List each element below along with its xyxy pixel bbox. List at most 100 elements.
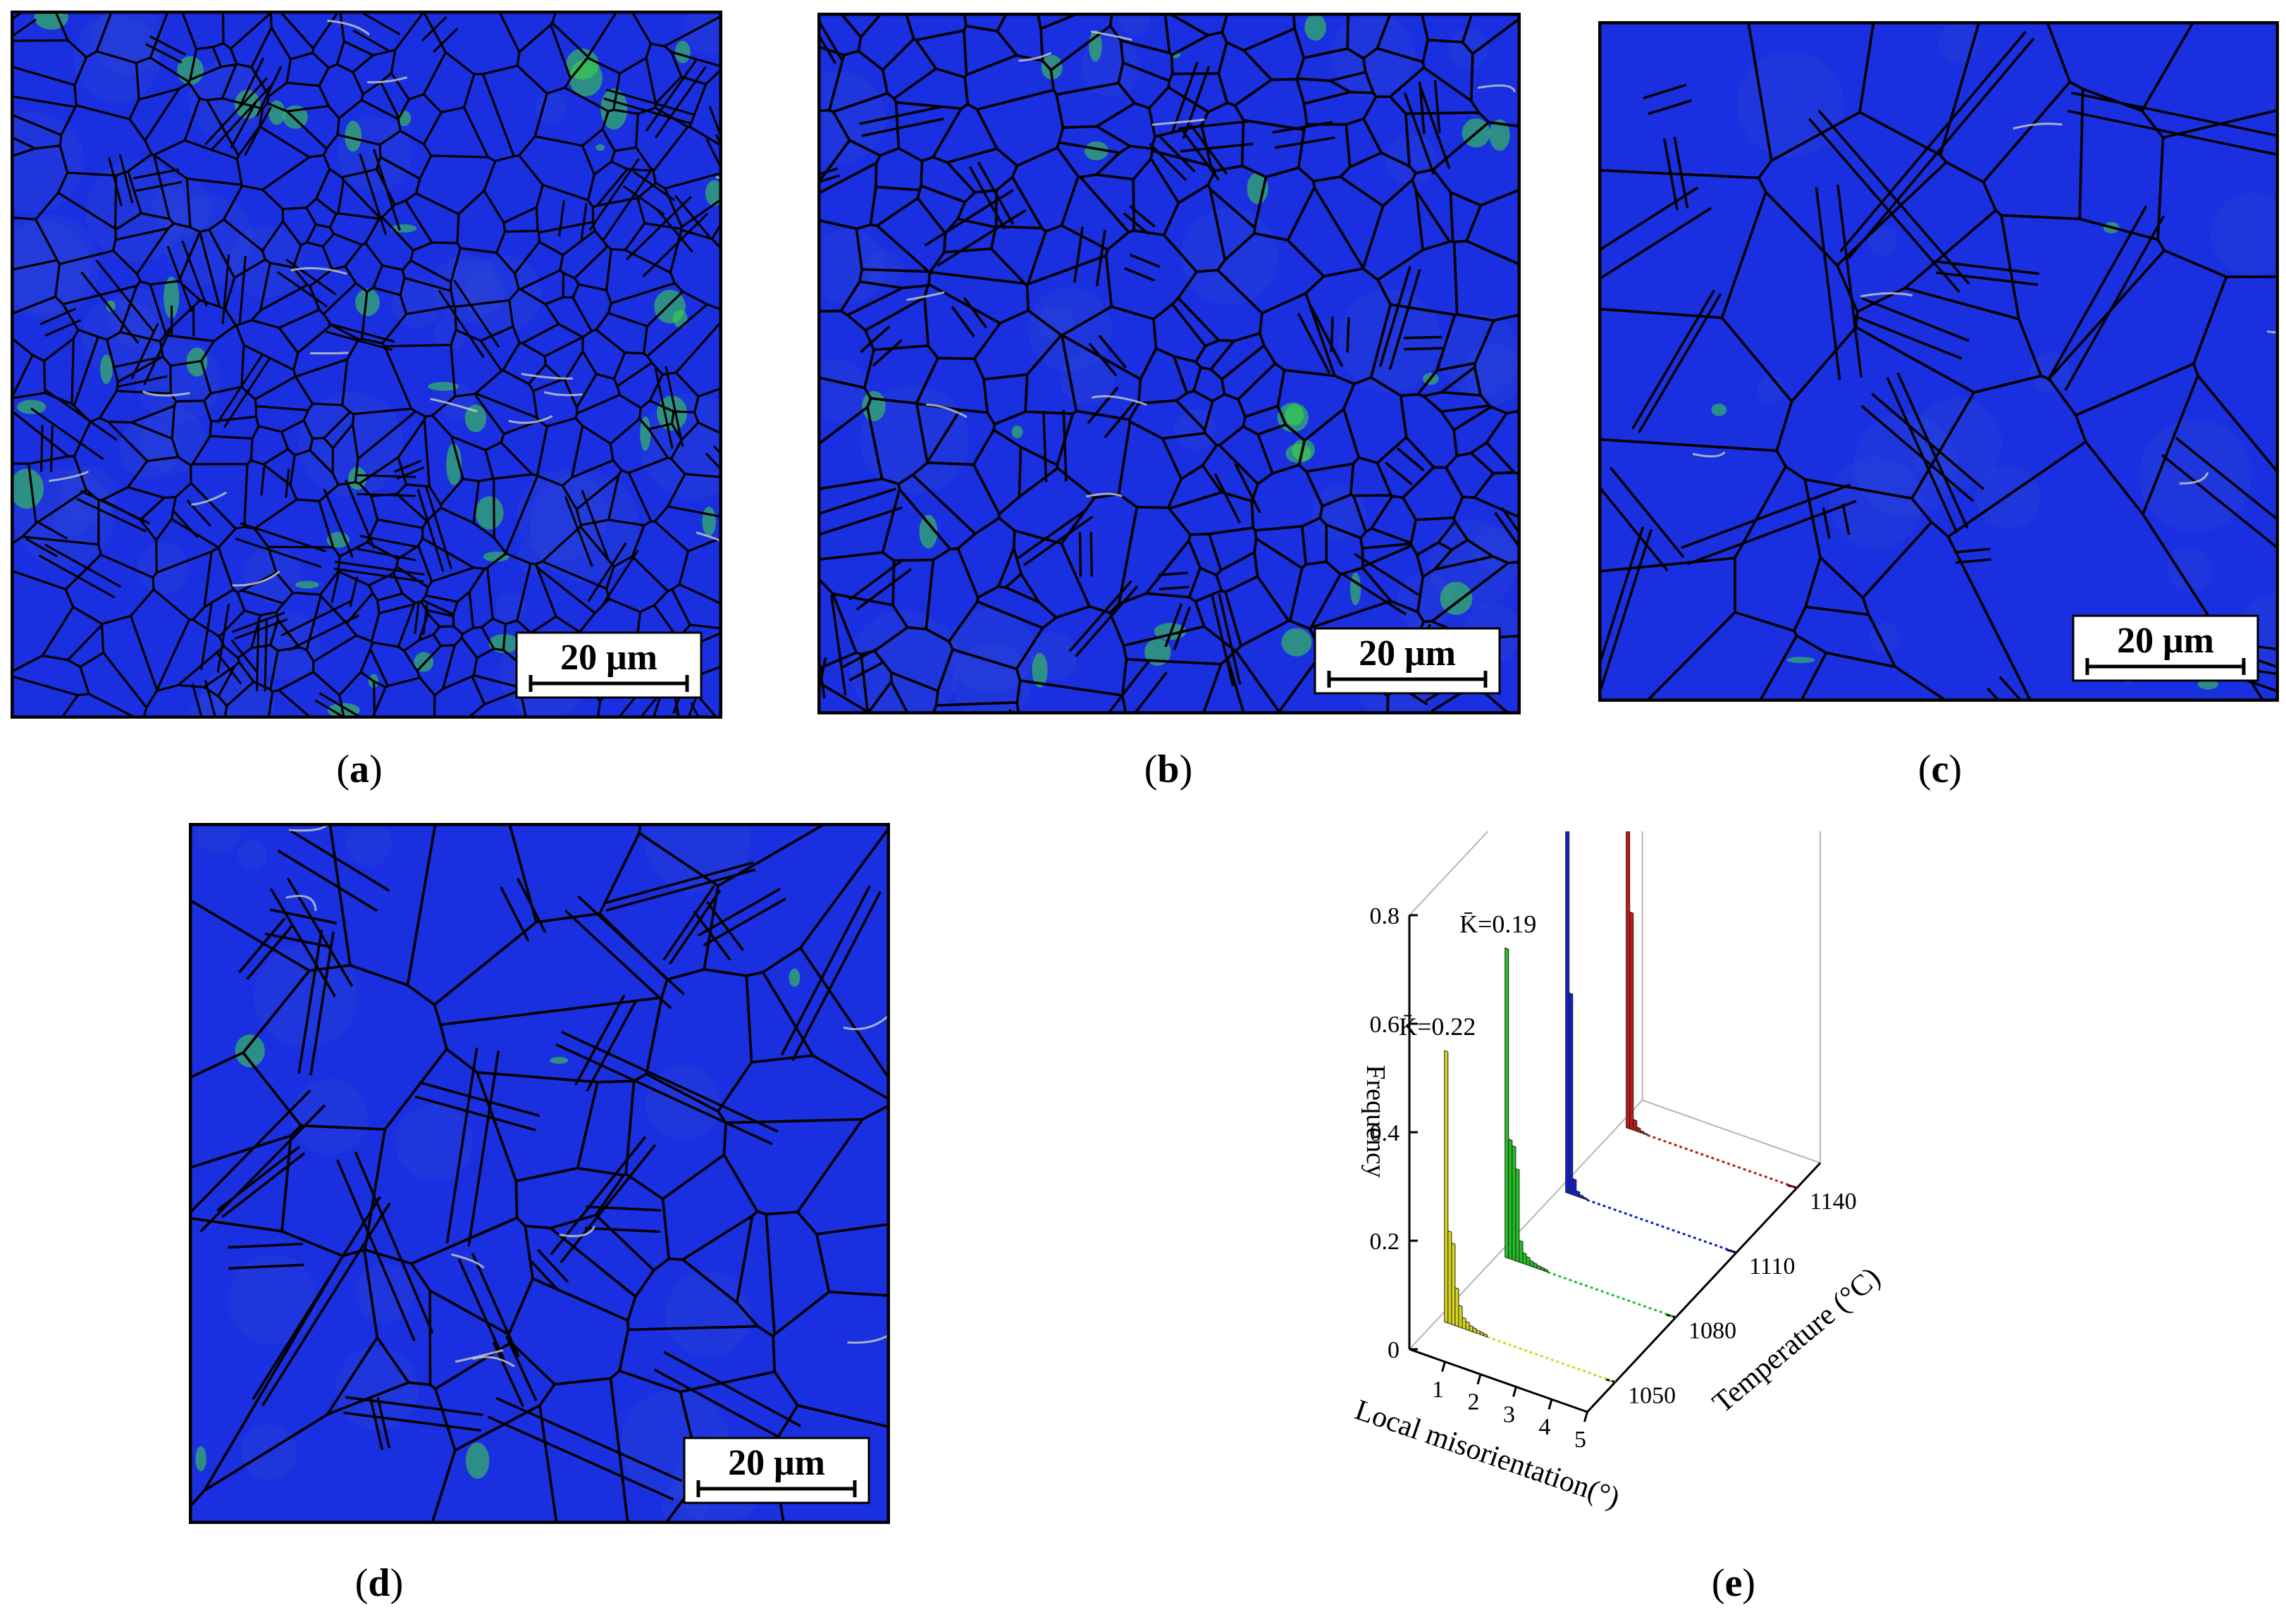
- grain: [832, 92, 901, 157]
- twin-boundary: [149, 35, 187, 56]
- twin-boundary: [690, 702, 701, 719]
- lagb-line: [142, 390, 190, 397]
- twin-boundary: [1598, 206, 1712, 281]
- grain: [1286, 186, 1365, 278]
- twin-boundary: [780, 885, 871, 1056]
- grain: [1598, 168, 1767, 319]
- grain: [159, 334, 216, 367]
- grain: [923, 283, 1002, 360]
- twin-boundary: [44, 319, 82, 337]
- grain: [866, 397, 929, 485]
- x-axis-title: Local misorientation(°): [1351, 1394, 1624, 1515]
- strain-spot: [1440, 581, 1473, 615]
- histogram-bar: [1451, 1242, 1456, 1327]
- twin-boundary: [1808, 118, 1960, 293]
- twin-boundary: [425, 486, 452, 569]
- strain-spot: [475, 496, 504, 530]
- twin-boundary: [240, 522, 327, 553]
- strain-spot: [1085, 141, 1108, 161]
- twin-boundary: [357, 473, 416, 478]
- twin-boundary: [1181, 130, 1220, 181]
- lagb-line: [191, 491, 228, 506]
- grain-shade: [81, 298, 160, 378]
- grain: [406, 823, 538, 1006]
- grain-shade: [118, 418, 180, 479]
- twin-boundary: [1190, 123, 1228, 175]
- strain-spot: [100, 354, 113, 385]
- grain: [203, 385, 257, 423]
- strain-spot: [464, 404, 487, 433]
- lagb-line: [847, 1333, 890, 1344]
- twin-boundary: [1129, 204, 1156, 228]
- twin-boundary: [2064, 215, 2165, 391]
- histogram-bar: [1465, 1320, 1470, 1332]
- series-tail: [1586, 1198, 1737, 1254]
- strain-spot: [1281, 628, 1312, 657]
- strain-spot: [550, 1057, 569, 1064]
- series-1050: [1444, 1050, 1616, 1384]
- twin-boundary: [674, 194, 711, 238]
- grain: [638, 399, 675, 430]
- grain-shade: [291, 1079, 369, 1155]
- strain-spot: [705, 180, 722, 206]
- caption-a: (a): [336, 748, 383, 791]
- strain-spot: [1011, 426, 1023, 438]
- twin-boundary: [264, 932, 333, 949]
- twin-boundary: [924, 189, 1014, 247]
- grain-shade: [194, 823, 241, 854]
- twin-boundary: [396, 466, 425, 480]
- grain-shade: [665, 1271, 751, 1358]
- histogram-bar: [1633, 1118, 1638, 1132]
- twin-boundary: [25, 538, 58, 557]
- grain: [550, 21, 589, 80]
- twin-boundary: [343, 1411, 481, 1432]
- twin-boundary: [1272, 120, 1333, 134]
- twin-boundary: [376, 1397, 391, 1449]
- twin-boundary: [1860, 404, 1975, 502]
- grain: [425, 609, 455, 628]
- grain-shade: [817, 228, 886, 304]
- twin-boundary: [44, 388, 118, 441]
- lagb-line: [430, 397, 478, 413]
- twin-boundary: [2071, 91, 2279, 137]
- twin-boundary: [1132, 671, 1168, 714]
- lagb-line: [1092, 395, 1147, 406]
- strain-spot: [595, 144, 605, 151]
- y-tick-label: 0.8: [1370, 903, 1400, 929]
- twin-boundary: [1839, 30, 2027, 253]
- grain: [401, 259, 452, 292]
- twin-boundary: [1218, 593, 1242, 685]
- twin-boundary: [1310, 306, 1344, 367]
- histogram-bar: [1572, 1178, 1577, 1197]
- scale-bar-box: [2072, 614, 2259, 682]
- histogram-bar: [1458, 1304, 1463, 1329]
- twin-boundary: [705, 900, 744, 951]
- grain-shade: [137, 543, 189, 594]
- twin-boundary: [261, 1202, 391, 1406]
- grain: [1200, 101, 1245, 173]
- strain-spot: [195, 1446, 206, 1472]
- grain-shade: [2166, 547, 2213, 593]
- map-frame: [817, 13, 1521, 714]
- map-frame: [11, 11, 722, 719]
- grain-shade: [52, 500, 90, 538]
- x-tick: [1476, 1374, 1482, 1385]
- back-frame-line: [1642, 1099, 1821, 1164]
- twin-boundary: [1341, 572, 1407, 616]
- scale-bar-label: 20 μm: [728, 1443, 825, 1483]
- strain-spot: [1285, 444, 1311, 464]
- twin-boundary: [143, 328, 172, 385]
- histogram-bar: [1540, 1266, 1545, 1272]
- twin-boundary: [817, 18, 843, 61]
- grain: [1055, 82, 1136, 129]
- strain-spot: [862, 391, 886, 421]
- histogram-bar: [1569, 992, 1574, 1196]
- histogram-bar: [1529, 1260, 1534, 1268]
- twin-boundary: [705, 452, 722, 473]
- grain-shade: [1829, 457, 1922, 550]
- histogram-bar: [1505, 947, 1509, 1259]
- grain: [305, 197, 338, 229]
- z-tick-label: 1110: [1749, 1253, 1795, 1279]
- grain: [832, 593, 909, 656]
- twin-boundary: [40, 425, 44, 472]
